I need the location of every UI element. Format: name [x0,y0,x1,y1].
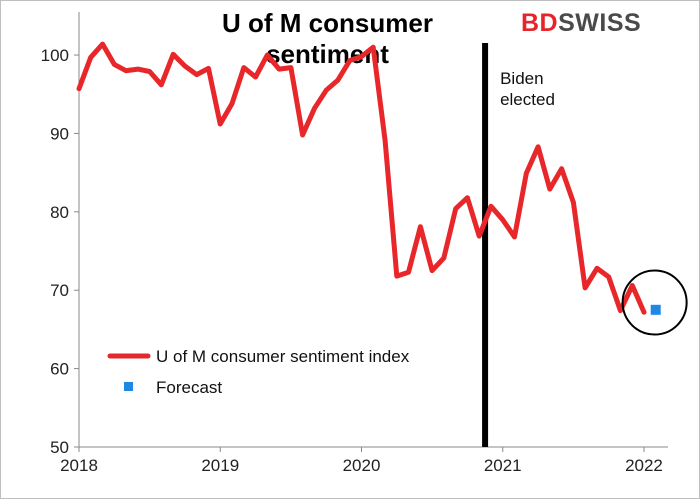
annotation-biden: Biden [500,69,543,88]
y-axis-ticks: 50 60 70 80 90 100 [41,46,79,457]
y-tick-label: 90 [50,124,69,143]
x-tick-label: 2020 [343,456,381,475]
y-tick-label: 70 [50,281,69,300]
logo-swiss: SWISS [558,9,642,37]
y-tick-label: 50 [50,438,69,457]
sentiment-index-line [76,41,647,315]
x-axis-ticks: 2018 2019 2020 2021 2022 [60,447,663,475]
brand-logo: BDSWISS [521,8,641,38]
forecast-point [650,304,661,315]
legend-label-index: U of M consumer sentiment index [156,347,410,366]
logo-bd: BD [521,9,559,37]
y-tick-label: 100 [41,46,69,65]
y-tick-label: 60 [50,360,69,379]
x-tick-label: 2018 [60,456,98,475]
x-tick-label: 2019 [201,456,239,475]
highlight-circle [621,269,688,336]
x-tick-label: 2021 [484,456,522,475]
legend-label-forecast: Forecast [156,378,222,397]
x-tick-label: 2022 [625,456,663,475]
annotation-elected: elected [500,90,555,109]
legend-forecast-swatch [124,382,133,391]
legend: U of M consumer sentiment index Forecast [107,347,410,397]
sentiment-index-points [78,43,645,313]
y-tick-label: 80 [50,203,69,222]
